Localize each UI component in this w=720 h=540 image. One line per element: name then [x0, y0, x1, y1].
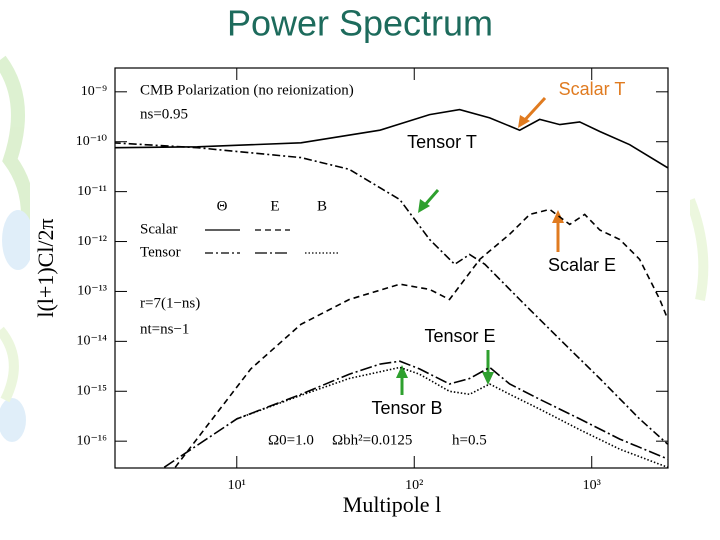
- annotation: r=7(1−ns): [140, 295, 200, 311]
- annotation: Ω0=1.0: [268, 432, 314, 448]
- plot-lines: [115, 108, 668, 468]
- annotation: h=0.5: [452, 432, 487, 448]
- annotation: CMB Polarization (no reionization): [140, 82, 354, 98]
- plot-frame: [114, 67, 669, 469]
- arrowhead: [418, 199, 430, 213]
- figure-background: [30, 52, 690, 540]
- arrows: [396, 96, 564, 395]
- legend-row: Scalar: [140, 221, 177, 237]
- y-tick-label: 10⁻¹⁴: [77, 334, 108, 349]
- legend-column: E: [270, 198, 279, 214]
- series-line: [115, 108, 668, 169]
- y-tick-label: 10⁻¹⁰: [76, 134, 108, 149]
- y-tick-label: 10⁻¹³: [77, 284, 107, 299]
- arrowhead: [482, 372, 494, 385]
- y-tick-label: 10⁻¹⁶: [77, 433, 108, 448]
- slide-title: Power Spectrum: [227, 3, 493, 44]
- y-tick-label: 10⁻¹²: [77, 234, 107, 249]
- arrowhead: [518, 115, 530, 128]
- x-tick-label: 10³: [583, 478, 601, 493]
- legend-column: B: [317, 198, 327, 214]
- series-line: [174, 208, 668, 468]
- y-tick-label: 10⁻¹⁵: [77, 383, 108, 398]
- annotation: ns=0.95: [140, 106, 188, 122]
- series-label: Tensor B: [371, 398, 442, 418]
- x-axis-label: Multipole l: [343, 492, 441, 517]
- legend-column: Θ: [217, 198, 228, 214]
- y-axis-label: l(l+1)Cl/2π: [33, 218, 58, 317]
- series-line: [236, 366, 668, 468]
- y-tick-label: 10⁻¹¹: [77, 184, 107, 199]
- y-tick-label: 10⁻⁹: [81, 84, 107, 99]
- series-label: Tensor E: [424, 326, 495, 346]
- arrow: [521, 96, 547, 124]
- legend: Θ E B Scalar Tensor: [140, 198, 340, 260]
- background-decor: [0, 55, 709, 442]
- legend-row: Tensor: [140, 244, 181, 260]
- x-tick-label: 10²: [405, 478, 423, 493]
- series-label: Scalar T: [559, 79, 626, 99]
- annotation: nt=ns−1: [140, 321, 189, 337]
- annotation: Ωbh²=0.0125: [332, 432, 412, 448]
- series-line: [163, 360, 668, 468]
- arrowhead: [396, 365, 408, 378]
- x-tick-label: 10¹: [228, 478, 246, 493]
- series-label: Tensor T: [407, 132, 477, 152]
- series-line: [115, 142, 668, 445]
- arrow: [422, 189, 440, 207]
- series-label: Scalar E: [548, 255, 616, 275]
- arrowhead: [552, 210, 564, 223]
